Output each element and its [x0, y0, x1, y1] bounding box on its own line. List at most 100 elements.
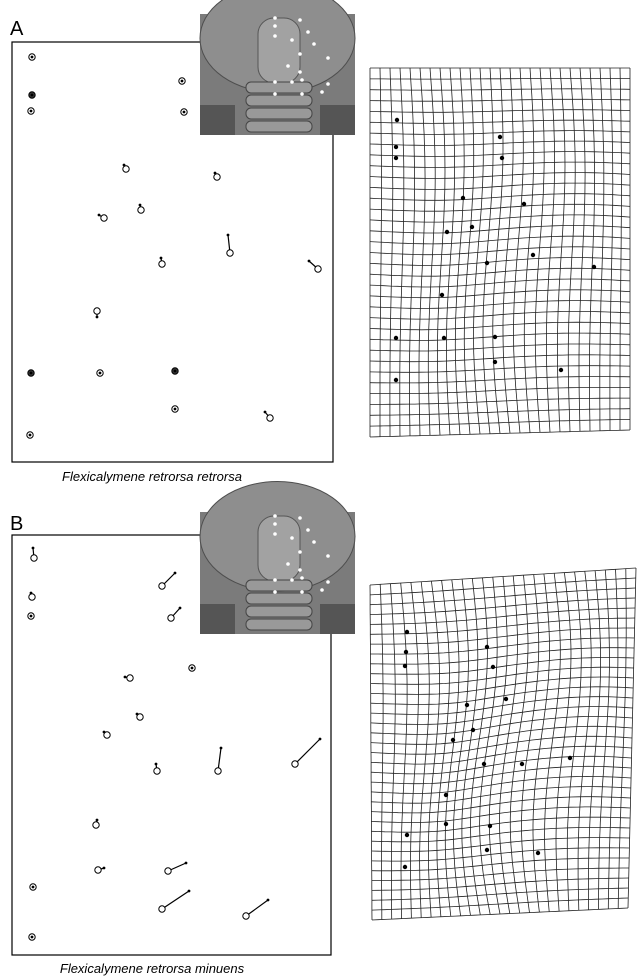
landmark [315, 266, 321, 272]
grid-line [390, 68, 393, 437]
specimen-landmark [298, 70, 302, 74]
specimen-segment [246, 580, 312, 591]
landmark [159, 261, 165, 267]
grid-line [371, 726, 632, 744]
grid-landmark [405, 630, 409, 634]
grid-line [522, 575, 539, 913]
grid-line [371, 797, 630, 813]
landmark [168, 615, 174, 621]
panel-caption: Flexicalymene retrorsa retrorsa [62, 469, 242, 484]
grid-line [371, 807, 630, 823]
specimen-segment [246, 606, 312, 617]
grid-landmark [531, 253, 535, 257]
grid-landmark [493, 360, 497, 364]
grid-line [370, 226, 630, 234]
grid-landmark [568, 756, 572, 760]
grid-line [370, 322, 630, 330]
panel-label: B [10, 513, 23, 535]
grid-line [372, 908, 628, 920]
grid-landmark [403, 865, 407, 869]
landmark-dot [214, 172, 217, 175]
grid-line [370, 204, 630, 211]
landmark-dot [264, 411, 267, 414]
grid-landmark [485, 848, 489, 852]
specimen-landmark [326, 82, 330, 86]
grid-line [462, 579, 478, 916]
grid-landmark [394, 145, 398, 149]
grid-landmark [440, 293, 444, 297]
specimen-landmark [298, 550, 302, 554]
specimen-segment [246, 121, 312, 132]
figure: A Flexicalymene retrorsa retrorsa B Flex… [0, 0, 639, 978]
grid-line [372, 898, 628, 910]
panel-caption: Flexicalymene retrorsa minuens [60, 961, 245, 976]
grid-line [545, 573, 561, 912]
grid-line [370, 99, 630, 101]
grid-landmark [403, 664, 407, 668]
landmark-dot [136, 713, 139, 716]
specimen-shadow [320, 105, 355, 135]
specimen-shadow [320, 604, 355, 634]
grid-landmark [461, 196, 465, 200]
specimen-glabella [258, 516, 300, 581]
grid-line [370, 387, 630, 393]
grid-landmark [536, 851, 540, 855]
grid-landmark [485, 261, 489, 265]
landmark-dot [99, 372, 102, 375]
grid-landmark [394, 378, 398, 382]
landmark-dot [31, 56, 34, 59]
grid-line [370, 152, 630, 157]
grid-landmark [445, 230, 449, 234]
grid-line [370, 409, 630, 416]
specimen-glabella [258, 18, 300, 83]
grid-landmark [404, 650, 408, 654]
landmark [214, 174, 220, 180]
landmark-dot [30, 110, 33, 113]
grid-landmark [592, 265, 596, 269]
grid-line [372, 817, 631, 832]
landmark [159, 583, 165, 589]
grid-landmark [488, 824, 492, 828]
grid-line [370, 333, 630, 340]
landmark-dot [32, 886, 35, 889]
specimen-landmark [273, 532, 277, 536]
grid-line [371, 677, 634, 694]
landmark-dot [191, 667, 194, 670]
specimen-landmark [286, 562, 290, 566]
grid-line [620, 68, 621, 430]
grid-line [370, 183, 630, 189]
grid-line [370, 131, 630, 135]
displacement-vector [162, 891, 189, 909]
grid-line [371, 716, 633, 734]
landmark [29, 594, 35, 600]
specimen-landmark [298, 52, 302, 56]
grid-landmark [482, 762, 486, 766]
grid-landmark [465, 703, 469, 707]
landmark [243, 913, 249, 919]
landmark-dot [103, 867, 106, 870]
grid-landmark [451, 738, 455, 742]
grid-line [437, 580, 450, 916]
specimen-landmark [273, 34, 277, 38]
landmark-dot [103, 731, 106, 734]
panel-label: A [10, 18, 24, 40]
grid-line [370, 258, 630, 266]
grid-landmark [522, 202, 526, 206]
landmark-dot [32, 547, 35, 550]
grid-line [371, 756, 631, 774]
specimen-landmark [320, 588, 324, 592]
landmark [94, 308, 100, 314]
grid-line [370, 344, 630, 351]
grid-landmark [500, 156, 504, 160]
grid-landmark [491, 665, 495, 669]
landmark [165, 868, 171, 874]
grid-line [370, 419, 630, 426]
landmark-dot [174, 408, 177, 411]
specimen-landmark [326, 580, 330, 584]
displacement-vector [295, 739, 320, 764]
grid-line [370, 598, 635, 615]
grid-landmark [442, 336, 446, 340]
landmark-dot [227, 234, 230, 237]
landmark-dot [183, 111, 186, 114]
landmark-dot [124, 676, 127, 679]
